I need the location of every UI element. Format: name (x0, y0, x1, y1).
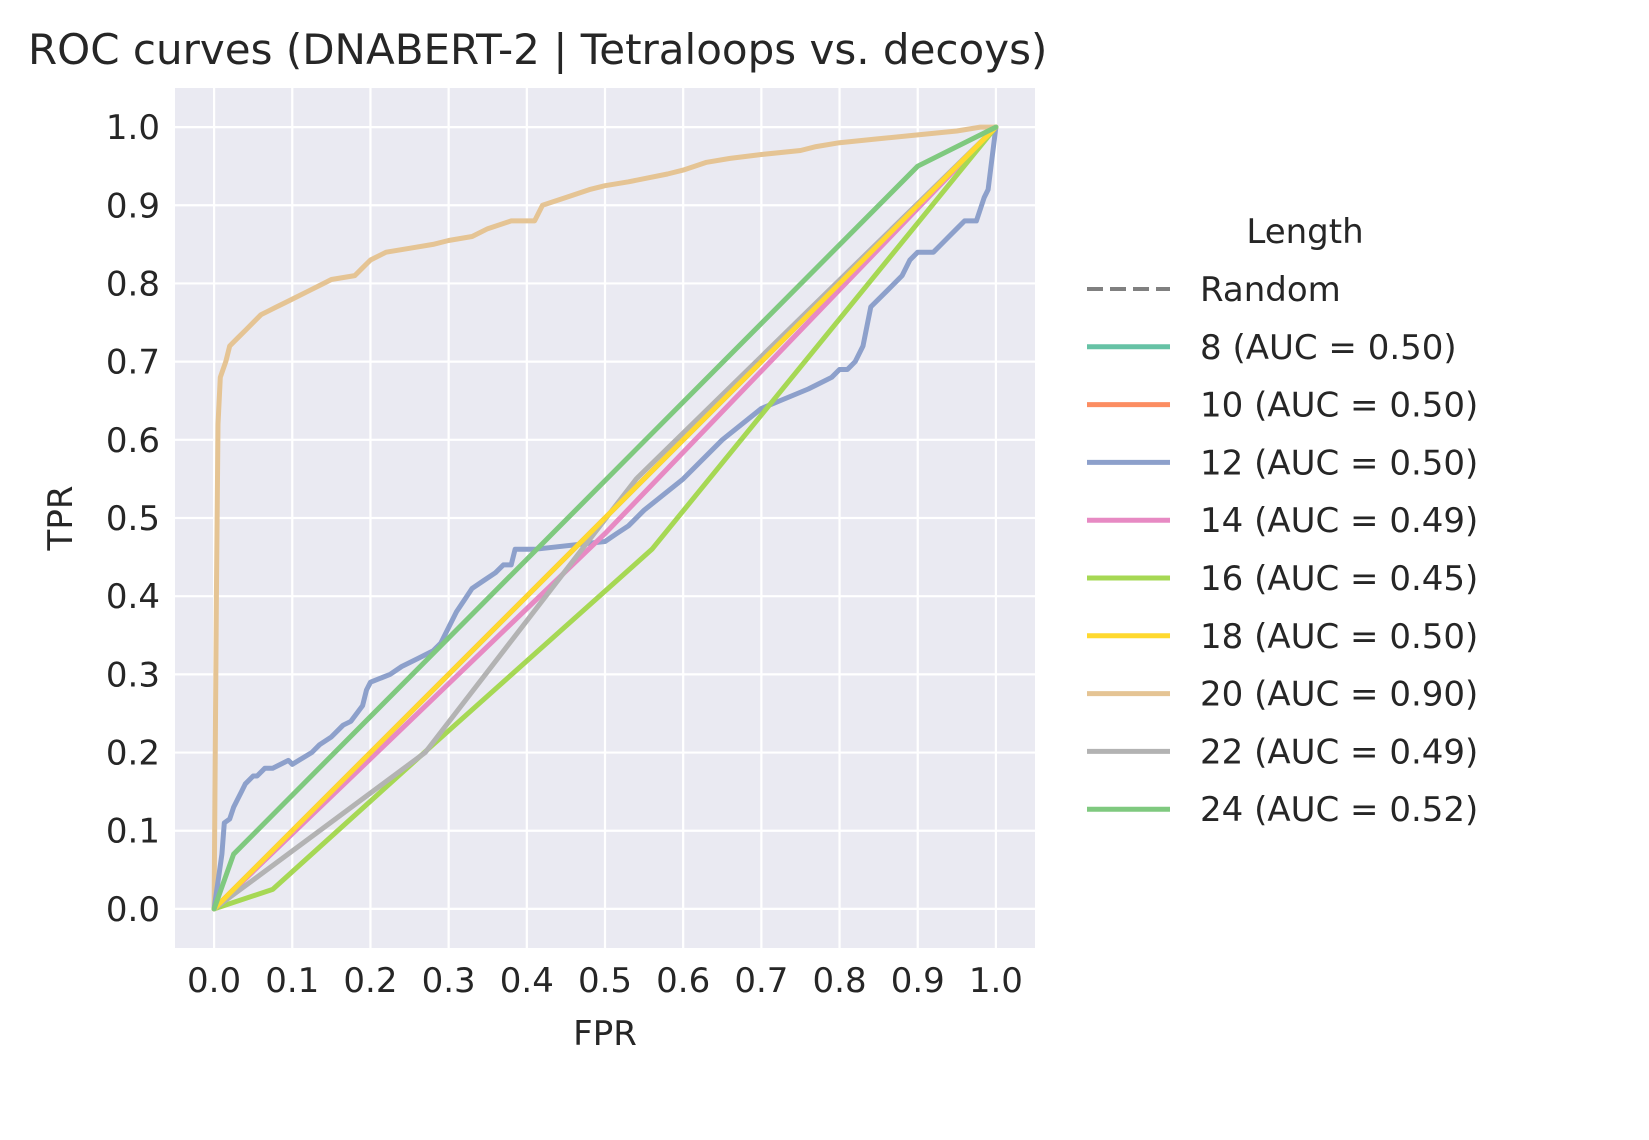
x-tick-label: 0.6 (656, 961, 710, 1001)
series-lines (211, 124, 999, 912)
legend-label: 10 (AUC = 0.50) (1200, 386, 1478, 426)
y-tick-label: 0.4 (106, 577, 160, 617)
x-tick-label: 0.9 (891, 961, 945, 1001)
y-tick-label: 0.2 (106, 734, 160, 774)
y-tick-label: 0.1 (106, 812, 160, 852)
legend-label-random: Random (1200, 270, 1341, 310)
legend-title: Length (1246, 212, 1363, 252)
y-axis-ticks: 0.0 0.1 0.2 0.3 0.4 0.5 0.6 0.7 0.8 0.9 1.0 (106, 108, 160, 930)
x-tick-label: 0.3 (422, 961, 476, 1001)
y-tick-label: 0.7 (106, 343, 160, 383)
series-line-20 (211, 124, 999, 912)
y-tick-label: 0.9 (106, 186, 160, 226)
legend-label: 14 (AUC = 0.49) (1200, 501, 1478, 541)
x-tick-label: 0.0 (187, 961, 241, 1001)
series-line-14 (211, 124, 999, 912)
y-tick-label: 0.6 (106, 421, 160, 461)
x-tick-label: 0.4 (500, 961, 554, 1001)
x-axis-label: FPR (573, 1014, 637, 1054)
series-line-24 (211, 124, 999, 912)
x-tick-label: 1.0 (969, 961, 1023, 1001)
legend-label: 12 (AUC = 0.50) (1200, 443, 1478, 483)
chart-title: ROC curves (DNABERT-2 | Tetraloops vs. d… (28, 25, 1047, 74)
legend-label: 16 (AUC = 0.45) (1200, 559, 1478, 599)
legend-label: 22 (AUC = 0.49) (1200, 732, 1478, 772)
y-tick-label: 0.3 (106, 655, 160, 695)
legend: Length Random 8 (AUC = 0.50) 10 (AUC = 0.5… (1087, 212, 1478, 830)
legend-label: 20 (AUC = 0.90) (1200, 675, 1478, 715)
x-tick-label: 0.5 (578, 961, 632, 1001)
x-tick-label: 0.2 (343, 961, 397, 1001)
series-line-12 (211, 124, 999, 912)
legend-label: 24 (AUC = 0.52) (1200, 790, 1478, 830)
series-line-22 (211, 124, 999, 912)
x-tick-label: 0.7 (734, 961, 788, 1001)
y-tick-label: 0.0 (106, 890, 160, 930)
x-tick-label: 0.8 (813, 961, 867, 1001)
y-tick-label: 0.8 (106, 264, 160, 304)
series-line-18 (211, 124, 999, 912)
y-tick-label: 0.5 (106, 499, 160, 539)
x-tick-label: 0.1 (265, 961, 319, 1001)
x-axis-ticks: 0.0 0.1 0.2 0.3 0.4 0.5 0.6 0.7 0.8 0.9 1.0 (187, 961, 1023, 1001)
legend-label: 18 (AUC = 0.50) (1200, 617, 1478, 657)
y-axis-label: TPR (41, 486, 81, 552)
legend-label: 8 (AUC = 0.50) (1200, 328, 1457, 368)
y-tick-label: 1.0 (106, 108, 160, 148)
